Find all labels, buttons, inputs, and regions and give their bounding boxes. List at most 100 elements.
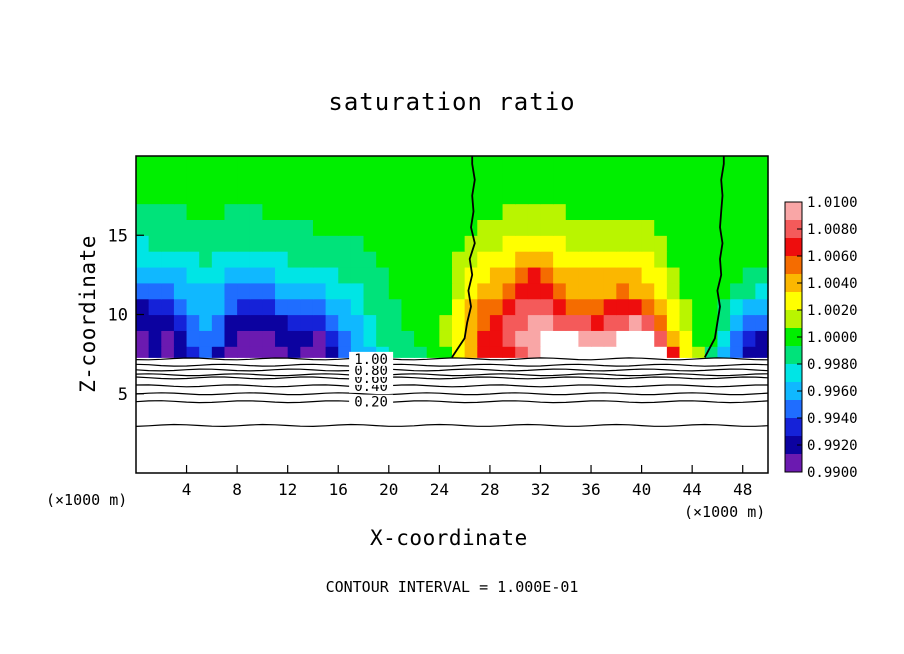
field-cell [148, 346, 162, 358]
field-cell [173, 187, 188, 205]
field-cell [692, 330, 706, 347]
field-cell [502, 251, 516, 268]
field-cell [692, 282, 706, 300]
field-cell [338, 187, 352, 205]
field-cell [755, 346, 769, 358]
field-cell [666, 203, 681, 220]
field-cell [401, 346, 415, 358]
field-cell [136, 219, 150, 236]
field-cell [616, 235, 630, 252]
field-cell [704, 251, 719, 268]
contour-line [135, 376, 769, 380]
field-cell [161, 251, 175, 268]
field-cell [704, 346, 719, 358]
field-cell [540, 346, 554, 358]
field-cell [237, 266, 251, 284]
field-cell [553, 346, 567, 358]
colorbar-swatch [785, 274, 802, 293]
field-cell [312, 266, 327, 284]
field-cell [452, 314, 466, 331]
field-cell [439, 187, 453, 205]
contour-line [135, 400, 769, 404]
field-cell [742, 171, 756, 189]
field-cell [553, 219, 567, 236]
field-cell [338, 203, 352, 220]
field-cell [704, 314, 719, 331]
field-cell [161, 156, 175, 173]
field-cell [489, 187, 504, 205]
field-cell [211, 156, 226, 173]
field-cell [186, 282, 200, 300]
field-cell [312, 330, 327, 347]
field-cell [275, 282, 289, 300]
field-cell [641, 203, 655, 220]
chart-title: saturation ratio [328, 88, 576, 116]
field-cell [401, 219, 415, 236]
field-cell [730, 330, 744, 347]
field-cell [186, 219, 200, 236]
field-cell [186, 251, 200, 268]
field-cell [616, 298, 630, 316]
field-cell [603, 187, 617, 205]
field-cell [489, 235, 504, 252]
field-cell [717, 235, 731, 252]
colorbar-swatch [785, 220, 802, 239]
field-cell [350, 314, 365, 331]
field-cell [679, 346, 693, 358]
field-cell [401, 203, 415, 220]
colorbar-label: 1.0000 [807, 330, 858, 346]
field-cell [363, 298, 377, 316]
contour-label: 0.80 [354, 363, 388, 379]
field-cell [628, 187, 643, 205]
field-cell [300, 346, 314, 358]
field-cell [136, 187, 150, 205]
field-cell [275, 219, 289, 236]
field-cell [249, 251, 263, 268]
field-cell [439, 235, 453, 252]
field-cell [717, 203, 731, 220]
x-tick-label: 32 [531, 480, 550, 499]
field-cell [641, 156, 655, 173]
field-cell [325, 282, 339, 300]
field-cell [211, 235, 226, 252]
field-cell [591, 282, 605, 300]
field-cell [414, 251, 428, 268]
field-cell [515, 251, 529, 268]
field-cell [211, 298, 226, 316]
field-cell [161, 314, 175, 331]
field-cell [439, 346, 453, 358]
field-cell [717, 314, 731, 331]
field-cell [717, 282, 731, 300]
field-cell [502, 171, 516, 189]
field-cell [262, 156, 276, 173]
field-cell [502, 298, 516, 316]
colorbar-swatch [785, 346, 802, 365]
field-cell [249, 187, 263, 205]
colorbar-swatch [785, 292, 802, 311]
field-cell [641, 282, 655, 300]
field-cell [426, 187, 440, 205]
field-cell [666, 314, 681, 331]
field-cell [565, 266, 579, 284]
field-cell [161, 203, 175, 220]
field-cell [616, 187, 630, 205]
field-cell [237, 187, 251, 205]
field-cell [502, 187, 516, 205]
field-cell [350, 282, 365, 300]
field-cell [704, 282, 719, 300]
field-cell [186, 330, 200, 347]
field-cell [464, 282, 478, 300]
colorbar-label: 1.0060 [807, 249, 858, 265]
field-cell [641, 187, 655, 205]
field-cell [376, 187, 390, 205]
field-cell [628, 171, 643, 189]
field-cell [300, 314, 314, 331]
field-cell [477, 156, 491, 173]
field-cell [692, 298, 706, 316]
field-cell [452, 266, 466, 284]
field-cell [502, 330, 516, 347]
field-cell [414, 156, 428, 173]
field-cell [692, 266, 706, 284]
field-cell [603, 346, 617, 358]
field-cell [388, 235, 403, 252]
